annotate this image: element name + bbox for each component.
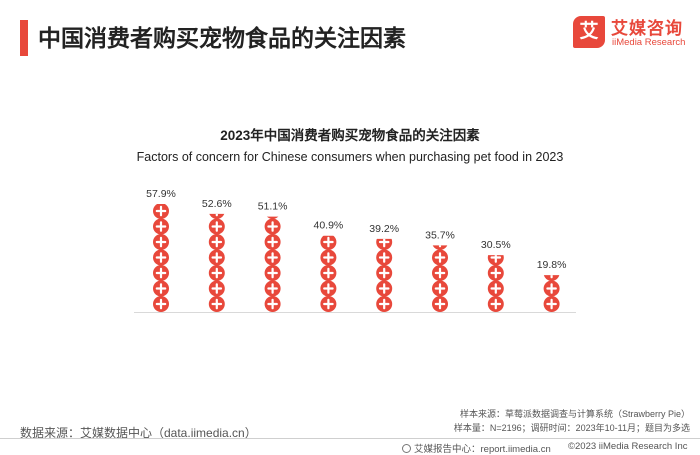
plus-circle-icon	[320, 280, 337, 297]
plus-circle-icon	[208, 218, 225, 235]
bar-1	[153, 204, 169, 312]
chart-title: 2023年中国消费者购买宠物食品的关注因素	[220, 128, 480, 143]
plus-circle-icon	[487, 280, 504, 297]
plus-circle-icon	[487, 296, 504, 312]
plus-circle-icon	[432, 245, 448, 250]
plus-circle-icon	[264, 234, 281, 250]
plus-circle-icon	[320, 249, 337, 266]
plus-circle-icon	[487, 265, 504, 281]
plus-circle-icon	[432, 296, 448, 312]
plus-circle-icon	[208, 265, 225, 281]
value-label: 30.5%	[481, 239, 511, 251]
plus-circle-icon	[208, 234, 225, 250]
plus-circle-icon	[543, 280, 560, 297]
bar-3	[264, 216, 281, 312]
plus-circle-icon	[153, 218, 169, 235]
footer-copyright: ©2023 iiMedia Research Inc	[568, 441, 688, 452]
plus-circle-icon	[153, 234, 169, 250]
plus-circle-icon	[264, 296, 281, 312]
footer-divider	[0, 438, 700, 439]
plus-circle-icon	[153, 249, 169, 266]
value-label: 40.9%	[314, 220, 344, 232]
plus-circle-icon	[264, 280, 281, 297]
footer-report-text: 艾媒报告中心：report.iimedia.cn	[414, 444, 551, 455]
value-label: 52.6%	[202, 198, 232, 210]
plus-circle-icon	[208, 296, 225, 312]
plus-circle-icon	[153, 280, 169, 297]
plus-circle-icon	[432, 249, 448, 266]
bar-5	[376, 238, 393, 312]
plus-circle-icon	[376, 296, 393, 312]
brand-logo[interactable]: 艾 艾媒咨询 iiMedia Research	[573, 14, 693, 58]
bar-2	[208, 213, 225, 312]
plus-circle-icon	[376, 238, 393, 250]
sample-info: 样本量：N=2196；调研时间：2023年10-11月；题目为多选	[453, 423, 690, 433]
footer: 艾媒报告中心：report.iimedia.cn ©2023 iiMedia R…	[0, 440, 700, 455]
plus-circle-icon	[487, 255, 504, 266]
plus-circle-icon	[543, 275, 560, 281]
plus-circle-icon	[208, 249, 225, 266]
bar-6	[432, 245, 448, 312]
logo-text-en: iiMedia Research	[612, 37, 686, 48]
plus-circle-icon	[432, 265, 448, 281]
value-label: 57.9%	[146, 188, 176, 200]
footer-report-center[interactable]: 艾媒报告中心：report.iimedia.cn	[402, 441, 551, 455]
logo-text-cn: 艾媒咨询	[611, 19, 683, 38]
plus-circle-icon	[376, 249, 393, 266]
plus-circle-icon	[320, 235, 337, 250]
plus-circle-icon	[153, 204, 169, 219]
plus-circle-icon	[376, 280, 393, 297]
logo-mark-char: 艾	[579, 21, 599, 42]
chart-subtitle: Factors of concern for Chinese consumers…	[136, 150, 564, 164]
plus-circle-icon	[376, 265, 393, 281]
plus-circle-icon	[209, 213, 225, 219]
plus-circle-icon	[320, 265, 337, 281]
value-label: 39.2%	[369, 223, 399, 235]
plus-circle-icon	[208, 280, 225, 297]
plus-circle-icon	[320, 296, 337, 312]
bar-4	[320, 235, 337, 312]
plus-circle-icon	[153, 296, 169, 312]
value-label: 51.1%	[258, 201, 288, 213]
report-center-icon	[402, 444, 411, 453]
data-source: 数据来源：艾媒数据中心（data.iimedia.cn）	[20, 426, 257, 440]
bar-8	[543, 275, 560, 312]
page-title: 中国消费者购买宠物食品的关注因素	[38, 25, 406, 51]
plus-circle-icon	[264, 265, 281, 281]
plus-circle-icon	[264, 218, 281, 235]
plus-circle-icon	[266, 216, 279, 219]
bar-7	[487, 255, 504, 312]
value-label: 35.7%	[425, 229, 455, 241]
plus-circle-icon	[153, 265, 169, 281]
title-accent-bar	[20, 20, 28, 56]
value-label: 19.8%	[537, 259, 567, 271]
plus-circle-icon	[543, 296, 560, 312]
plus-circle-icon	[264, 249, 281, 266]
logo-mark-icon: 艾	[573, 16, 605, 48]
sample-source: 样本来源：草莓派数据调查与计算系统（Strawberry Pie）	[459, 409, 690, 419]
plus-circle-icon	[432, 280, 448, 297]
